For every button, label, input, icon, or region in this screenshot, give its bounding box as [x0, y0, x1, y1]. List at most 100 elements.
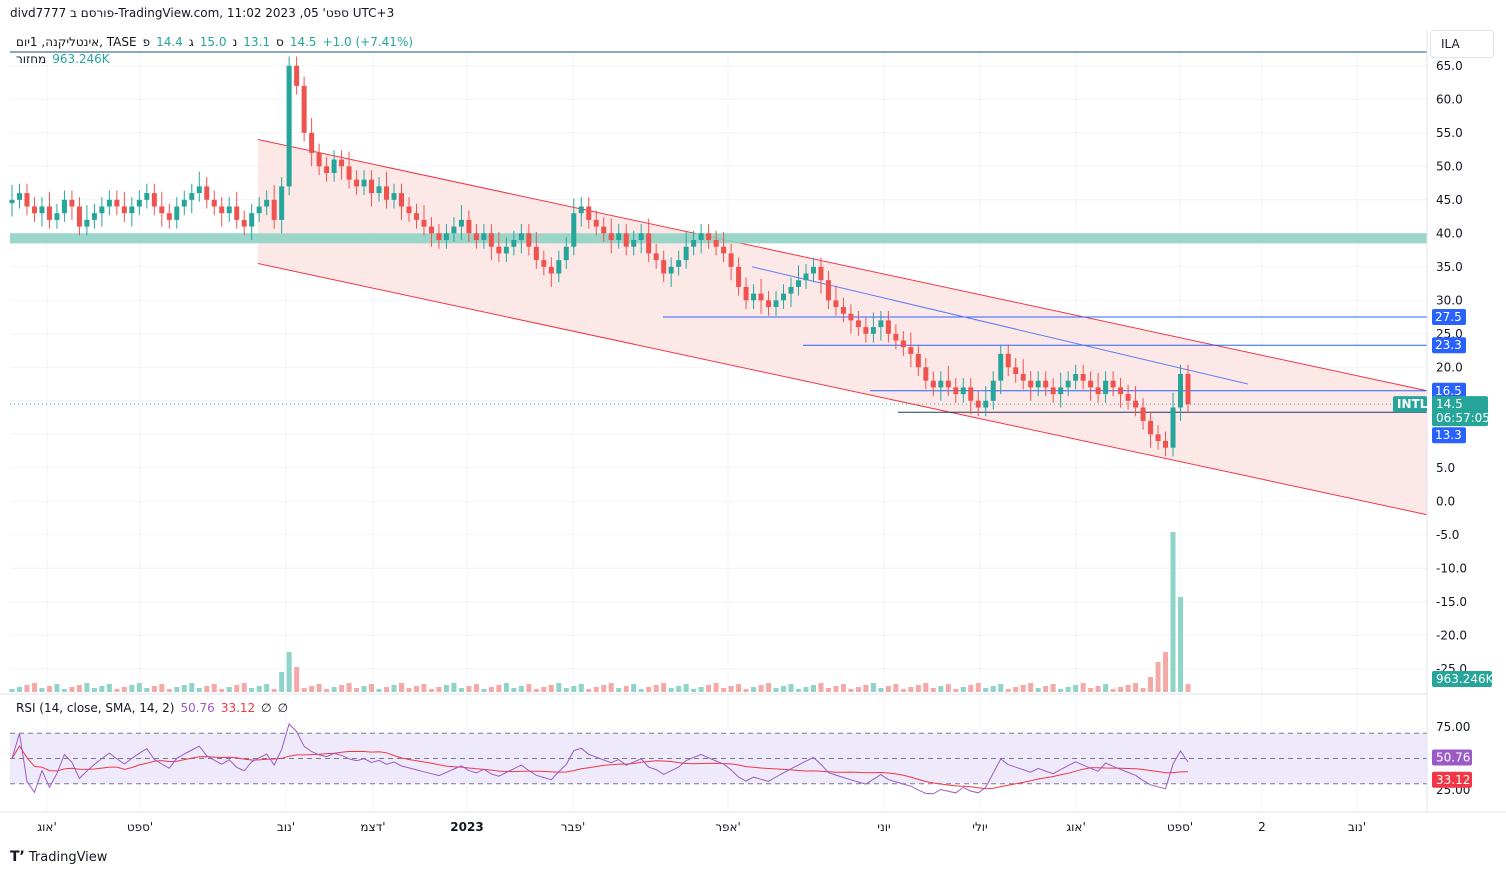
regression-channel-fill: [258, 139, 1427, 515]
candle-body: [968, 387, 974, 401]
rsi-legend: RSI (14, close, SMA, 14, 2) 50.76 33.12 …: [16, 701, 288, 715]
volume-bar: [1043, 686, 1049, 692]
candle-body: [316, 152, 322, 167]
symbol-label[interactable]: אינטליקנה, 1יום, TASE: [16, 35, 137, 49]
rsi-sma-badge-bg: [1432, 771, 1472, 788]
volume-bar: [1013, 687, 1019, 692]
volume-bar: [803, 687, 809, 692]
y-tick-label: 5.0: [1436, 461, 1455, 475]
rsi-badge-bg: [1432, 749, 1472, 766]
volume-bar: [586, 689, 592, 692]
level-badge-16: 16.5: [1435, 384, 1462, 398]
volume-bar: [369, 684, 375, 692]
rsi-badge: 50.76: [1436, 751, 1470, 765]
candle-body: [960, 387, 966, 395]
candle-body: [1110, 380, 1116, 388]
volume-bar: [728, 686, 734, 692]
volume-bar: [721, 688, 727, 692]
candle-body: [406, 206, 412, 214]
candle-body: [234, 206, 240, 220]
candle-body: [608, 233, 614, 240]
volume-bar: [833, 686, 839, 692]
candle-body: [900, 340, 906, 348]
candle-body: [915, 353, 921, 368]
candle-body: [885, 320, 891, 334]
candle-body: [556, 260, 562, 274]
candle-body: [706, 233, 712, 240]
x-tick-label: נוב': [1348, 820, 1366, 834]
volume-bar: [713, 683, 719, 692]
volume-bar: [294, 667, 300, 692]
x-tick-label: יוני: [877, 820, 890, 834]
volume-bar: [361, 686, 367, 692]
candle-body: [1170, 407, 1176, 448]
candle-body: [878, 320, 884, 328]
rsi-label[interactable]: RSI (14, close, SMA, 14, 2): [16, 701, 175, 715]
candle-body: [226, 206, 232, 214]
volume-bar: [151, 686, 157, 692]
candle-body: [54, 213, 60, 220]
volume-bar: [960, 687, 966, 692]
candle-body: [473, 233, 479, 240]
volume-bar: [945, 684, 951, 692]
candle-body: [653, 253, 659, 261]
volume-bar: [571, 686, 577, 692]
level-badge-16-bg: [1432, 382, 1466, 399]
candle-body: [309, 132, 315, 153]
candle-body: [264, 199, 270, 207]
volume-bar: [69, 687, 75, 692]
candle-body: [855, 320, 861, 328]
candle-body: [795, 280, 801, 287]
volume-bar: [309, 686, 315, 692]
volume-bar: [76, 685, 82, 692]
volume-bar: [1050, 684, 1056, 692]
volume-bar: [1088, 688, 1094, 692]
candle-body: [249, 213, 255, 227]
volume-bar: [84, 683, 90, 692]
volume-bar: [279, 672, 285, 692]
volume-bar: [683, 684, 689, 692]
candle-body: [721, 246, 727, 254]
candle-body: [436, 233, 442, 240]
candle-body: [159, 206, 165, 214]
candle-body: [496, 246, 502, 254]
volume-bar: [608, 683, 614, 692]
currency-box[interactable]: ILA: [1430, 30, 1494, 58]
x-tick-label: ספט': [1167, 820, 1193, 834]
volume-bar: [211, 684, 217, 692]
open-label: פ: [142, 35, 151, 49]
volume-bar: [915, 685, 921, 692]
candle-body: [1005, 353, 1011, 368]
candle-body: [84, 219, 90, 227]
volume-bar: [249, 688, 255, 692]
y-tick-label: 45.0: [1436, 193, 1463, 207]
volume-bar: [339, 685, 345, 692]
candle-body: [114, 199, 120, 207]
y-tick-label: -15.0: [1436, 595, 1467, 609]
candle-body: [1178, 374, 1184, 408]
volume-bar: [1185, 684, 1191, 692]
low-value: 13.1: [243, 35, 271, 49]
volume-bar: [301, 688, 307, 692]
candle-body: [766, 300, 772, 307]
high-value: 15.0: [199, 35, 227, 49]
x-tick-label: 2023: [450, 820, 483, 834]
x-tick-label: 2: [1258, 820, 1266, 834]
candle-body: [938, 380, 944, 388]
candle-body: [923, 367, 929, 381]
volume-bar: [1073, 685, 1079, 692]
candle-body: [975, 400, 981, 408]
candle-body: [331, 159, 337, 173]
candle-body: [1140, 407, 1146, 421]
candle-body: [953, 387, 959, 395]
volume-bar: [1178, 597, 1184, 692]
volume-bar: [668, 688, 674, 692]
candle-body: [728, 253, 734, 267]
volume-bar: [488, 687, 494, 692]
volume-bar: [1028, 683, 1034, 692]
volume-bar: [9, 689, 15, 692]
volume-bar: [533, 689, 539, 692]
tradingview-logo[interactable]: 𝗧’ TradingView: [10, 849, 107, 865]
volume-bar: [1103, 684, 1109, 692]
